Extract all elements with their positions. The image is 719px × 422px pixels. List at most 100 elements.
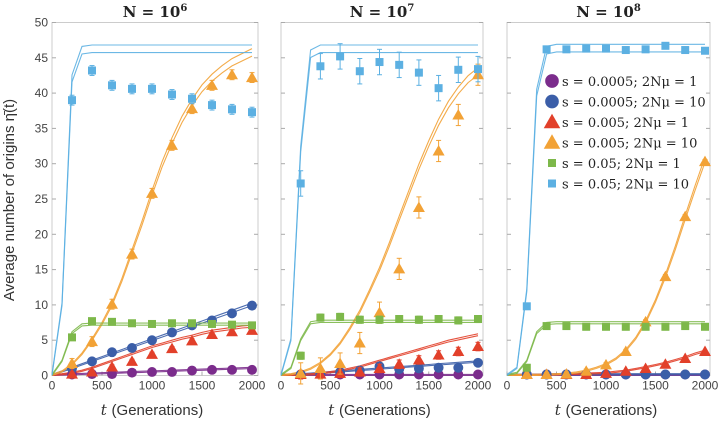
data-point-s05_10 <box>414 68 423 77</box>
data-point-s005_1 <box>699 345 711 356</box>
theory-curve-s005_10 <box>280 74 479 377</box>
data-point-s005_1 <box>472 340 484 352</box>
x-axis-label: t (Generations) <box>555 401 658 419</box>
data-point-s005_1 <box>393 358 406 369</box>
panel-title-base: N = 10 <box>123 3 181 21</box>
theory-curve-s05_10 <box>506 43 705 375</box>
legend-label: s = 0.05; 2Nμ = 10 <box>562 178 689 193</box>
x-tick-label: 0 <box>49 379 56 393</box>
data-point-s05_10 <box>395 60 404 69</box>
data-point-s05_10 <box>88 66 96 75</box>
panel-1: N = 106 0 500 1000 1500 2000 0 5 10 15 20 25 30 35 40 4… <box>35 3 266 419</box>
data-point-s005_1 <box>452 345 465 356</box>
data-point-s005_10 <box>520 368 533 379</box>
panel-title-exponent: 7 <box>407 3 414 14</box>
data-point-s05_10 <box>474 65 482 74</box>
legend-marker <box>543 113 561 129</box>
data-point-s0005_10 <box>87 356 97 367</box>
data-point-s005_10 <box>146 187 158 198</box>
legend-label: s = 0.0005; 2Nμ = 10 <box>562 96 706 111</box>
x-tick-label: 500 <box>320 379 340 393</box>
legend-marker <box>548 159 556 167</box>
legend-item-s0005_1: s = 0.0005; 2Nμ = 1 <box>545 74 697 90</box>
x-tick-label: 500 <box>92 379 112 393</box>
x-axis-label-unit: (Generations) <box>566 402 658 419</box>
data-point-s05_10 <box>434 84 443 93</box>
data-point-s05_1 <box>621 322 630 331</box>
y-axis-label-text: Average number of origins η̄(t) <box>1 99 18 301</box>
data-point-s005_1 <box>373 362 386 373</box>
legend-item-s005_10: s = 0.005; 2Nμ = 10 <box>543 134 697 152</box>
y-tick-label: 40 <box>35 86 49 100</box>
data-point-s005_10 <box>679 210 692 222</box>
data-point-s05_10 <box>248 108 256 117</box>
data-point-s005_1 <box>679 352 692 364</box>
data-point-s05_1 <box>88 317 96 326</box>
data-point-s05_10 <box>208 101 216 110</box>
theory-curve-s005_1 <box>51 326 253 377</box>
data-point-s0005_10 <box>227 308 237 319</box>
data-point-s0005_1 <box>227 364 237 375</box>
x-tick-label: 1000 <box>593 379 620 393</box>
data-point-s005_1 <box>66 368 78 379</box>
data-point-s05_10 <box>681 46 690 55</box>
data-point-s05_10 <box>128 84 136 93</box>
data-point-s05_1 <box>474 315 482 324</box>
data-point-s05_1 <box>108 317 116 326</box>
data-point-s05_1 <box>248 321 256 330</box>
data-point-s005_10 <box>314 362 327 373</box>
data-point-s005_10 <box>393 262 406 274</box>
data-point-s0005_10 <box>700 369 710 380</box>
data-point-s05_10 <box>641 45 650 54</box>
data-point-s05_10 <box>228 105 236 114</box>
data-point-s05_1 <box>128 319 136 328</box>
data-point-s005_10 <box>66 357 78 368</box>
data-point-s05_1 <box>228 320 236 329</box>
x-tick-label: 2000 <box>239 379 266 393</box>
data-point-s05_1 <box>522 363 531 372</box>
data-point-s05_10 <box>316 62 325 71</box>
data-point-s0005_10 <box>660 369 671 380</box>
data-point-s0005_1 <box>247 364 257 375</box>
data-point-s005_1 <box>226 325 238 337</box>
x-tick-label: 0 <box>504 379 511 393</box>
x-tick-label: 500 <box>546 379 566 393</box>
data-point-s0005_10 <box>147 335 157 346</box>
legend-marker <box>545 94 559 109</box>
data-point-s05_10 <box>621 46 630 55</box>
legend-item-s05_10: s = 0.05; 2Nμ = 10 <box>548 178 689 193</box>
data-point-s005_1 <box>186 334 198 346</box>
data-point-s05_10 <box>375 58 384 67</box>
data-point-s0005_10 <box>413 363 424 374</box>
legend-marker <box>543 134 561 149</box>
x-tick-label: 1500 <box>642 379 669 393</box>
data-point-s0005_10 <box>167 327 177 338</box>
theory-curve-s05_10 <box>51 52 252 376</box>
panel-title: N = 107 <box>350 3 415 21</box>
y-tick-label: 50 <box>35 16 49 30</box>
legend-marker <box>548 179 556 188</box>
x-axis-label: t (Generations) <box>101 401 204 419</box>
x-tick-label: 2000 <box>465 379 492 393</box>
data-point-s05_10 <box>296 179 305 188</box>
x-tick-label: 1500 <box>415 379 442 393</box>
data-point-s05_10 <box>336 52 345 61</box>
data-point-s05_1 <box>602 322 610 331</box>
panel-title: N = 108 <box>576 3 641 21</box>
y-tick-label: 5 <box>41 333 48 347</box>
data-point-s05_10 <box>454 65 463 74</box>
legend-label: s = 0.005; 2Nμ = 1 <box>562 116 689 131</box>
data-point-s0005_10 <box>680 369 691 380</box>
y-tick-label: 10 <box>35 298 49 312</box>
data-point-s0005_1 <box>127 367 137 378</box>
data-point-s05_1 <box>296 351 305 360</box>
data-point-s0005_10 <box>453 362 464 373</box>
data-point-s05_1 <box>208 319 216 328</box>
panel-title-exponent: 8 <box>634 3 641 14</box>
x-axis-label-var: t <box>328 401 339 419</box>
data-point-s005_10 <box>580 365 593 376</box>
data-point-s005_10 <box>432 144 445 156</box>
panel-2: N = 107 0 500 1000 1500 2000 t (Generations) <box>278 3 492 419</box>
x-axis-label-unit: (Generations) <box>112 402 204 419</box>
data-point-s0005_10 <box>107 347 117 358</box>
